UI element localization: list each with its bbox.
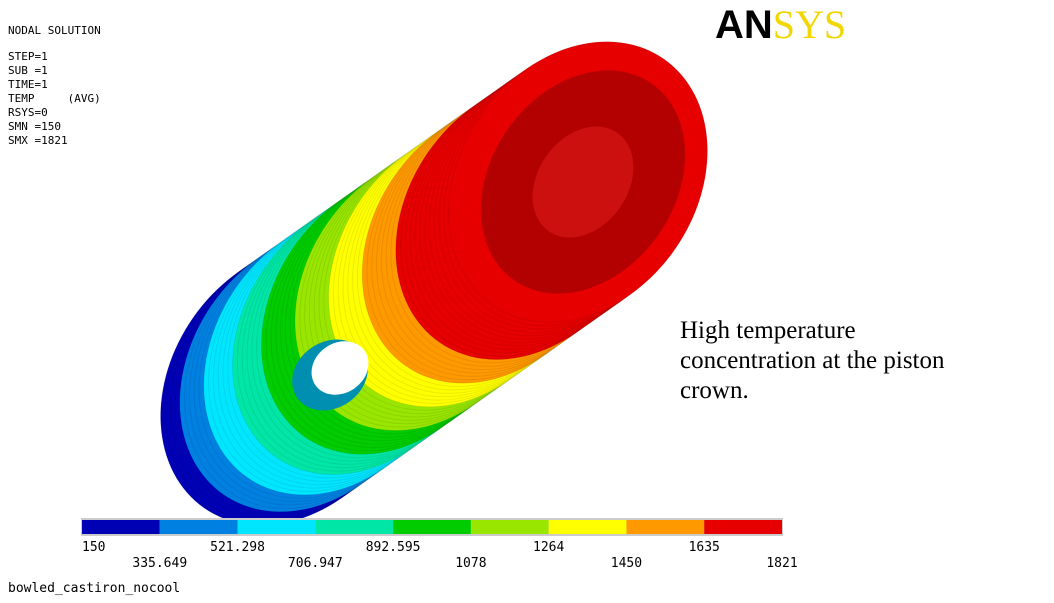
pin-hole	[311, 341, 369, 395]
crown-bowl	[532, 126, 634, 238]
legend-label: 1635	[689, 540, 720, 555]
legend-label: 521.298	[210, 540, 265, 555]
legend-swatch	[704, 520, 782, 534]
header-line: TEMP (AVG)	[8, 92, 101, 105]
legend-swatch	[159, 520, 238, 534]
header-line: SUB =1	[8, 64, 48, 77]
legend-label: 1264	[533, 540, 564, 555]
legend-swatch	[470, 520, 549, 534]
legend-label: 1078	[455, 556, 486, 571]
legend-label: 150	[82, 540, 105, 555]
annotation-line: concentration at the piston	[680, 347, 945, 374]
legend-swatch	[237, 520, 316, 534]
legend-label: 706.947	[288, 556, 343, 571]
logo-light: SYS	[773, 2, 846, 47]
header-line: SMX =1821	[8, 134, 68, 147]
legend-swatch	[82, 520, 160, 534]
legend-swatch	[548, 520, 627, 534]
logo-bold: AN	[715, 3, 773, 47]
header-line: TIME=1	[8, 78, 48, 91]
header-line: SMN =150	[8, 120, 61, 133]
legend-swatch	[315, 520, 394, 534]
filename: bowled_castiron_nocool	[8, 581, 180, 596]
legend-label: 1821	[766, 556, 797, 571]
legend-label: 1450	[611, 556, 642, 571]
annotation-line: High temperature	[680, 317, 856, 344]
logo: ANSYS	[715, 2, 846, 47]
legend-swatch	[393, 520, 471, 534]
piston-render	[160, 41, 708, 526]
legend-label: 335.649	[132, 556, 187, 571]
header-title: NODAL SOLUTION	[8, 24, 101, 37]
legend-label: 892.595	[366, 540, 421, 555]
header-line: RSYS=0	[8, 106, 48, 119]
legend-swatch	[626, 520, 705, 534]
header-line: STEP=1	[8, 50, 48, 63]
annotation-line: crown.	[680, 377, 749, 404]
